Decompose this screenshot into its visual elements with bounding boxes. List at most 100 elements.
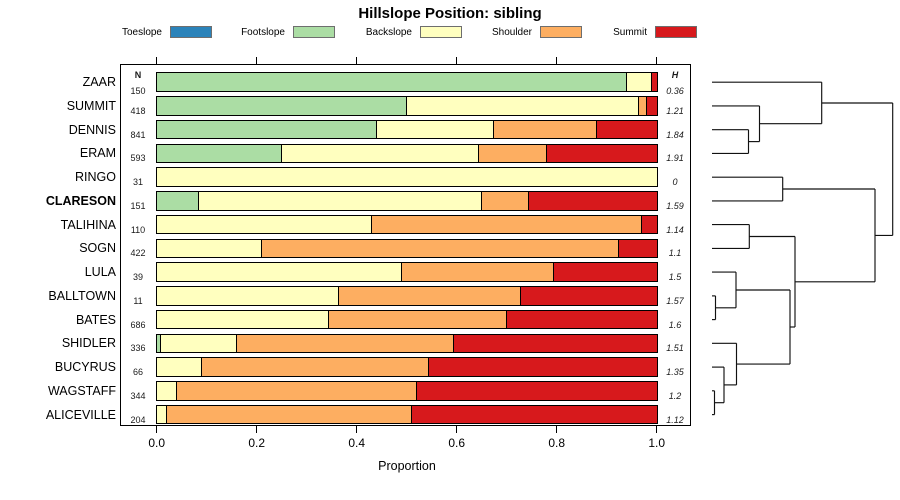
bar-segment-summit — [529, 192, 657, 210]
bar-row — [155, 333, 658, 354]
axis-tick-top — [256, 57, 258, 64]
bar-segment-summit — [641, 215, 657, 234]
axis-tick-label: 1.0 — [648, 436, 666, 450]
bar-segment-summit — [429, 358, 657, 376]
h-value: 1.51 — [666, 343, 684, 354]
n-value: 66 — [132, 367, 143, 378]
bar-segment-shoulder — [479, 144, 547, 163]
bar-segment-shoulder — [401, 263, 555, 281]
row-label: LULA — [84, 265, 116, 280]
n-value: 204 — [130, 414, 146, 425]
bar-segment-backslope — [160, 334, 237, 353]
n-value: 150 — [130, 86, 146, 97]
row-label: ERAM — [79, 146, 116, 161]
h-value: 1.59 — [666, 200, 684, 211]
bar-segment-summit — [546, 144, 657, 163]
h-value: 0.36 — [666, 86, 684, 97]
bar-row — [155, 262, 658, 282]
bar-row — [155, 96, 658, 116]
axis-tick-top — [556, 57, 558, 64]
bar-segment-backslope — [406, 97, 640, 115]
n-value: 151 — [130, 200, 146, 211]
bar-segment-backslope — [376, 120, 495, 139]
bar-segment-backslope — [199, 192, 482, 210]
axis-tick-bottom — [156, 426, 158, 434]
n-value: 344 — [130, 390, 146, 401]
axis-tick-bottom — [456, 426, 458, 434]
n-value: 39 — [132, 272, 143, 283]
h-value: 1.2 — [668, 390, 682, 401]
bar-segment-backslope — [156, 382, 177, 400]
legend-label: Shoulder — [491, 26, 532, 38]
bar-segment-backslope — [626, 73, 652, 91]
bar-segment-summit — [520, 287, 657, 305]
legend-item: Shoulder — [430, 25, 582, 39]
bar-segment-summit — [596, 120, 657, 139]
row-label: WAGSTAFF — [47, 383, 116, 398]
row-label: DENNIS — [68, 122, 116, 137]
bar-segment-backslope — [156, 168, 657, 186]
bar-row — [155, 191, 658, 211]
bar-row — [155, 357, 658, 377]
plot-box — [120, 64, 691, 426]
legend-item: Summit — [545, 25, 697, 39]
axis-tick-bottom — [556, 426, 558, 434]
n-value: 31 — [132, 177, 143, 188]
axis-tick-label: 0.2 — [248, 436, 266, 450]
bar-row — [155, 309, 658, 330]
chart-title: Hillslope Position: sibling — [358, 5, 542, 22]
bar-segment-summit — [554, 263, 657, 281]
legend-label: Summit — [613, 26, 647, 38]
bar-row — [155, 167, 658, 187]
row-label: BALLTOWN — [48, 288, 116, 303]
bar-row — [155, 72, 658, 92]
bar-segment-summit — [619, 239, 657, 258]
h-value: 1.91 — [666, 153, 684, 164]
legend-item: Backslope — [310, 25, 462, 39]
bar-segment-shoulder — [236, 334, 455, 353]
row-label: ZAAR — [82, 75, 116, 90]
row-label: SUMMIT — [66, 98, 116, 113]
n-value: 841 — [130, 129, 146, 140]
bar-segment-summit — [454, 334, 657, 353]
n-column-header: N — [134, 70, 142, 80]
bar-segment-backslope — [156, 239, 262, 258]
row-label: TALIHINA — [60, 217, 116, 232]
legend-label: Toeslope — [121, 26, 162, 38]
bar-segment-shoulder — [329, 310, 507, 329]
row-label: SHIDLER — [61, 336, 116, 351]
shoulder-swatch — [540, 26, 582, 38]
bar-segment-shoulder — [176, 382, 417, 400]
h-value: 1.21 — [666, 105, 684, 116]
row-label: BUCYRUS — [54, 360, 116, 375]
row-label: CLARESON — [45, 193, 116, 208]
axis-tick-label: 0.6 — [448, 436, 466, 450]
h-value: 1.12 — [666, 414, 684, 425]
h-column-header: H — [671, 70, 679, 80]
axis-tick-top — [356, 57, 358, 64]
bar-segment-backslope — [156, 310, 330, 329]
bar-segment-backslope — [156, 358, 202, 376]
toeslope-swatch — [170, 26, 212, 38]
bar-segment-shoulder — [261, 239, 620, 258]
legend-item: Toeslope — [60, 25, 212, 39]
bar-segment-backslope — [156, 405, 167, 424]
bar-segment-backslope — [156, 287, 340, 305]
h-value: 1.6 — [668, 319, 682, 330]
bar-segment-summit — [651, 73, 657, 91]
legend-label: Backslope — [365, 26, 412, 38]
axis-tick-label: 0.0 — [148, 436, 166, 450]
row-label: RINGO — [75, 170, 116, 185]
bar-segment-shoulder — [639, 97, 647, 115]
footslope-swatch — [293, 26, 335, 38]
h-value: 1.35 — [666, 367, 684, 378]
bar-row — [155, 214, 658, 235]
bar-segment-shoulder — [494, 120, 597, 139]
bar-segment-summit — [646, 97, 657, 115]
bar-segment-footslope — [156, 73, 627, 91]
bar-segment-shoulder — [201, 358, 430, 376]
h-value: 1.5 — [668, 272, 682, 283]
axis-tick-top — [656, 57, 658, 64]
bar-segment-footslope — [156, 120, 377, 139]
bar-segment-footslope — [156, 97, 407, 115]
